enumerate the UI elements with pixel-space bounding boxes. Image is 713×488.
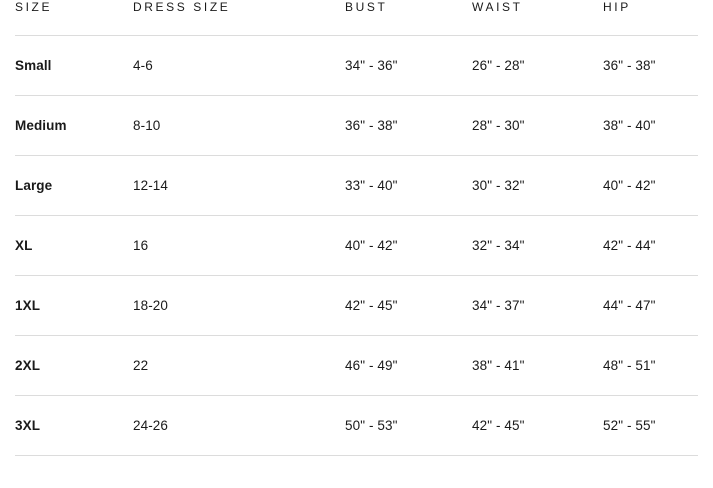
- cell-hip: 42" - 44": [603, 238, 656, 253]
- table-row: Large 12-14 33" - 40" 30" - 32" 40" - 42": [15, 156, 698, 216]
- cell-waist: 38" - 41": [472, 358, 525, 373]
- table-row: 2XL 22 46" - 49" 38" - 41" 48" - 51": [15, 336, 698, 396]
- table-row: 3XL 24-26 50" - 53" 42" - 45" 52" - 55": [15, 396, 698, 456]
- cell-bust: 42" - 45": [345, 298, 398, 313]
- cell-hip: 48" - 51": [603, 358, 656, 373]
- cell-bust: 46" - 49": [345, 358, 398, 373]
- cell-size: Large: [15, 178, 53, 193]
- cell-size: Medium: [15, 118, 67, 133]
- table-row: Small 4-6 34" - 36" 26" - 28" 36" - 38": [15, 36, 698, 96]
- cell-size: Small: [15, 58, 52, 73]
- cell-bust: 36" - 38": [345, 118, 398, 133]
- cell-dress-size: 24-26: [133, 418, 169, 433]
- cell-hip: 38" - 40": [603, 118, 656, 133]
- cell-hip: 44" - 47": [603, 298, 656, 313]
- cell-bust: 34" - 36": [345, 58, 398, 73]
- cell-dress-size: 22: [133, 358, 149, 373]
- cell-dress-size: 4-6: [133, 58, 153, 73]
- cell-bust: 33" - 40": [345, 178, 398, 193]
- table-row: Medium 8-10 36" - 38" 28" - 30" 38" - 40": [15, 96, 698, 156]
- column-header-hip: HIP: [603, 0, 631, 14]
- cell-bust: 50" - 53": [345, 418, 398, 433]
- table-row: XL 16 40" - 42" 32" - 34" 42" - 44": [15, 216, 698, 276]
- cell-dress-size: 8-10: [133, 118, 161, 133]
- cell-size: 3XL: [15, 418, 41, 433]
- cell-waist: 34" - 37": [472, 298, 525, 313]
- table-header: SIZE DRESS SIZE BUST WAIST HIP: [15, 0, 698, 36]
- cell-hip: 52" - 55": [603, 418, 656, 433]
- cell-size: XL: [15, 238, 33, 253]
- table-row: 1XL 18-20 42" - 45" 34" - 37" 44" - 47": [15, 276, 698, 336]
- cell-size: 1XL: [15, 298, 41, 313]
- cell-dress-size: 18-20: [133, 298, 169, 313]
- cell-bust: 40" - 42": [345, 238, 398, 253]
- cell-waist: 26" - 28": [472, 58, 525, 73]
- cell-dress-size: 16: [133, 238, 149, 253]
- cell-waist: 30" - 32": [472, 178, 525, 193]
- cell-waist: 32" - 34": [472, 238, 525, 253]
- size-chart-table: SIZE DRESS SIZE BUST WAIST HIP Small 4-6 3…: [15, 0, 698, 456]
- cell-dress-size: 12-14: [133, 178, 169, 193]
- column-header-waist: WAIST: [472, 0, 523, 14]
- column-header-bust: BUST: [345, 0, 388, 14]
- cell-waist: 42" - 45": [472, 418, 525, 433]
- table-body: Small 4-6 34" - 36" 26" - 28" 36" - 38" Mediu…: [15, 36, 698, 456]
- table-header-row: SIZE DRESS SIZE BUST WAIST HIP: [15, 0, 698, 36]
- cell-waist: 28" - 30": [472, 118, 525, 133]
- cell-hip: 40" - 42": [603, 178, 656, 193]
- column-header-dress-size: DRESS SIZE: [133, 0, 231, 14]
- column-header-size: SIZE: [15, 0, 53, 14]
- cell-hip: 36" - 38": [603, 58, 656, 73]
- cell-size: 2XL: [15, 358, 41, 373]
